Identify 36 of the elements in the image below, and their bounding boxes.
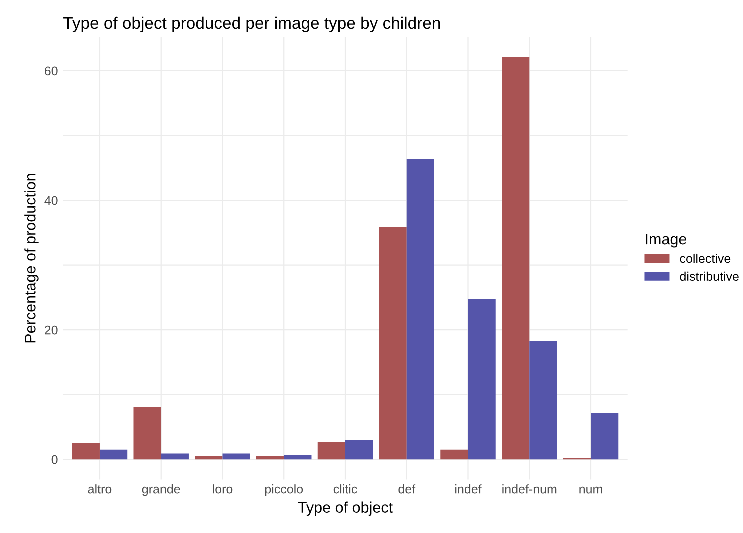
bar (502, 57, 530, 460)
chart-title: Type of object produced per image type by children (64, 16, 440, 32)
legend-title: Image (646, 234, 687, 248)
bar (318, 442, 346, 460)
bar (379, 227, 407, 460)
bar (591, 412, 619, 460)
y-tick-label: 60 (45, 66, 58, 76)
x-tick-label: indef (456, 484, 482, 494)
x-tick-label: clitic (334, 484, 358, 494)
bar (440, 450, 468, 460)
bar (406, 159, 434, 460)
bar (100, 450, 128, 460)
y-tick-label: 40 (44, 196, 58, 206)
x-tick-label: num (580, 486, 602, 494)
bar (256, 456, 284, 460)
legend-label: collective (680, 254, 731, 264)
bar (530, 341, 558, 460)
bar (284, 455, 312, 460)
x-axis-title: Type of object (298, 502, 393, 516)
bar (468, 298, 496, 460)
x-tick-label: piccolo (265, 484, 304, 496)
bar (161, 454, 189, 460)
y-tick-label: 20 (45, 326, 58, 335)
bar (195, 456, 223, 460)
x-tick-label: altro (88, 484, 112, 494)
bar (222, 454, 250, 460)
bar (72, 443, 100, 460)
y-tick-label: 0 (52, 455, 58, 464)
x-tick-label: grande (142, 484, 180, 496)
bar (345, 440, 374, 460)
bar (134, 407, 162, 460)
legend-label: distributive (680, 272, 739, 282)
x-tick-label: loro (213, 484, 233, 494)
x-tick-label: indef-num (502, 484, 557, 494)
y-axis-title: Percentage of production (24, 174, 39, 343)
x-tick-label: def (398, 484, 416, 494)
